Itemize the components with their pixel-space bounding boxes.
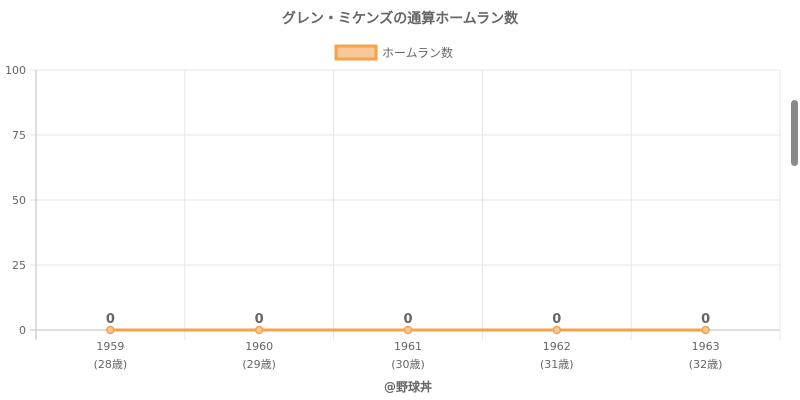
x-tick-sublabel: (28歳) — [94, 358, 128, 371]
x-tick-label: 1961 — [394, 340, 422, 353]
data-point — [254, 325, 264, 335]
x-tick-sublabel: (29歳) — [242, 358, 276, 371]
legend: ホームラン数 — [334, 44, 453, 61]
x-tick-sublabel: (30歳) — [391, 358, 425, 371]
data-point — [403, 325, 413, 335]
y-axis: 0 25 50 75 100 — [5, 64, 26, 337]
y-tick-label: 25 — [12, 259, 26, 272]
scrollbar-thumb[interactable] — [791, 100, 798, 166]
y-tick-label: 50 — [12, 194, 26, 207]
data-point — [106, 325, 115, 335]
x-tick-sublabel: (32歳) — [689, 358, 723, 371]
y-tick-label: 100 — [5, 64, 26, 77]
x-tick-label: 1963 — [692, 340, 720, 353]
y-tick-label: 0 — [19, 324, 26, 337]
data-label: 0 — [255, 312, 264, 327]
x-tick-label: 1959 — [96, 340, 124, 353]
x-tick-sublabel: (31歳) — [540, 358, 574, 371]
data-point — [552, 325, 562, 335]
data-label: 0 — [106, 312, 115, 327]
plot-area: 0 0 0 0 0 — [106, 312, 710, 335]
x-tick-label: 1960 — [245, 340, 273, 353]
legend-label: ホームラン数 — [382, 45, 453, 60]
chart-title: グレン・ミケンズの通算ホームラン数 — [282, 10, 519, 27]
grid — [30, 69, 781, 340]
x-axis: 1959 (28歳) 1960 (29歳) 1961 (30歳) 1962 (31歳) 1963… — [94, 340, 723, 371]
data-label: 0 — [701, 312, 710, 327]
data-point — [701, 325, 710, 335]
x-tick-label: 1962 — [543, 340, 571, 353]
y-tick-label: 75 — [12, 129, 26, 142]
legend-swatch — [334, 44, 378, 61]
data-label: 0 — [403, 312, 412, 327]
data-label: 0 — [552, 312, 561, 327]
credit-label: @野球丼 — [384, 379, 432, 394]
